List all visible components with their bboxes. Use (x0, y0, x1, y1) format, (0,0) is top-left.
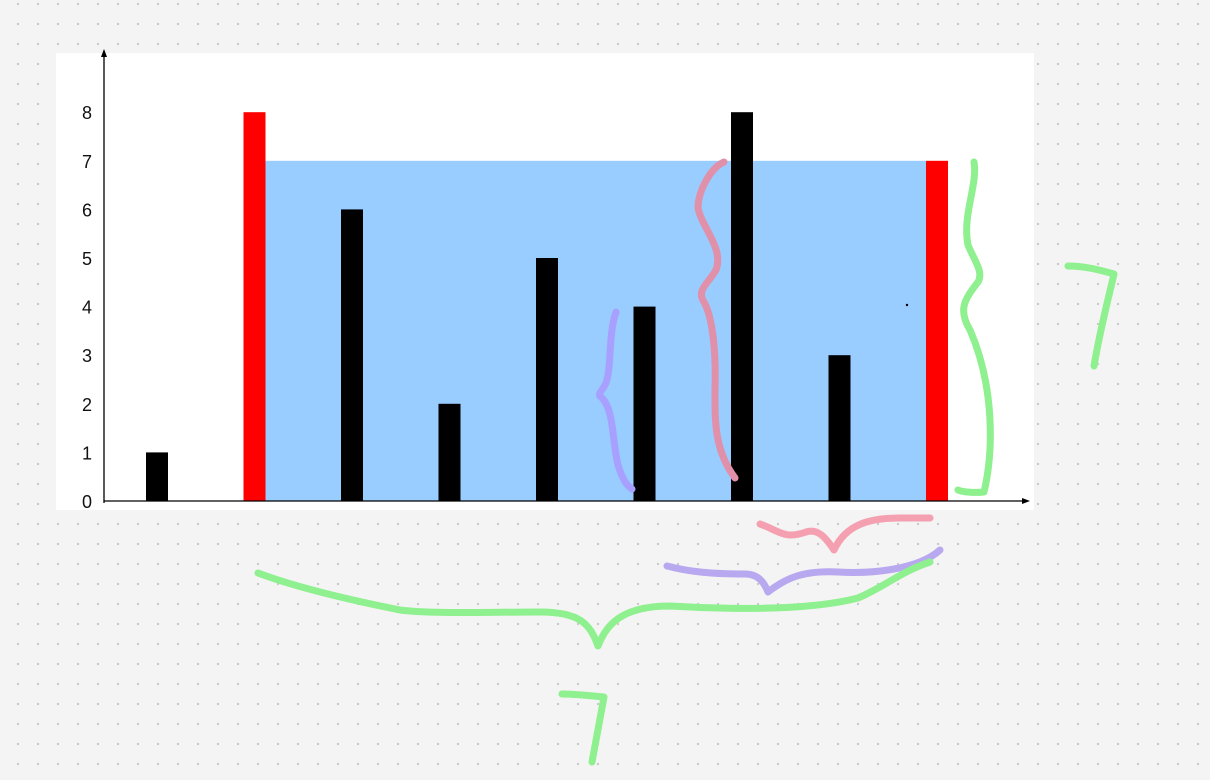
axes (101, 49, 1030, 504)
y-tick-label-2: 2 (82, 395, 92, 415)
y-tick-label-8: 8 (82, 103, 92, 123)
bar-4 (438, 403, 461, 501)
x-axis-arrow (1022, 498, 1030, 504)
y-tick-label-4: 4 (82, 298, 92, 318)
pink-horizontal-brace (756, 514, 934, 554)
width-label: 7 (0, 0, 1, 1)
water-layer (265, 160, 926, 502)
bar-3 (341, 209, 363, 501)
bar-2 (243, 112, 266, 501)
y-tick-labels: 0 1 2 3 4 5 6 7 8 (82, 103, 92, 512)
height-label: 7 (0, 0, 1, 1)
purple-horizontal-brace (663, 546, 944, 596)
pink-vertical-brace (694, 158, 739, 482)
green-horizontal-brace (254, 558, 934, 650)
hand-drawn-annotations: 7 7 (0, 0, 1118, 766)
y-tick-label-6: 6 (82, 200, 92, 220)
bar-1 (146, 452, 168, 501)
y-tick-label-5: 5 (82, 249, 92, 269)
y-tick-label-7: 7 (82, 152, 92, 172)
stray-dot (905, 303, 909, 307)
bar-5 (536, 258, 558, 501)
y-tick-label-0: 0 (82, 492, 92, 512)
y-axis-arrow (101, 49, 107, 57)
green-vertical-brace (954, 158, 994, 496)
green-seven-right (1064, 262, 1118, 370)
bar-6 (633, 306, 656, 501)
y-tick-label-3: 3 (82, 346, 92, 366)
y-tick-label-1: 1 (82, 443, 92, 463)
bar-9 (926, 160, 948, 502)
water-area (265, 160, 926, 502)
purple-vertical-brace (596, 308, 636, 493)
bar-8 (828, 355, 851, 501)
bars-layer (146, 112, 948, 502)
bar-7 (731, 112, 753, 501)
green-seven-bottom (558, 690, 608, 766)
